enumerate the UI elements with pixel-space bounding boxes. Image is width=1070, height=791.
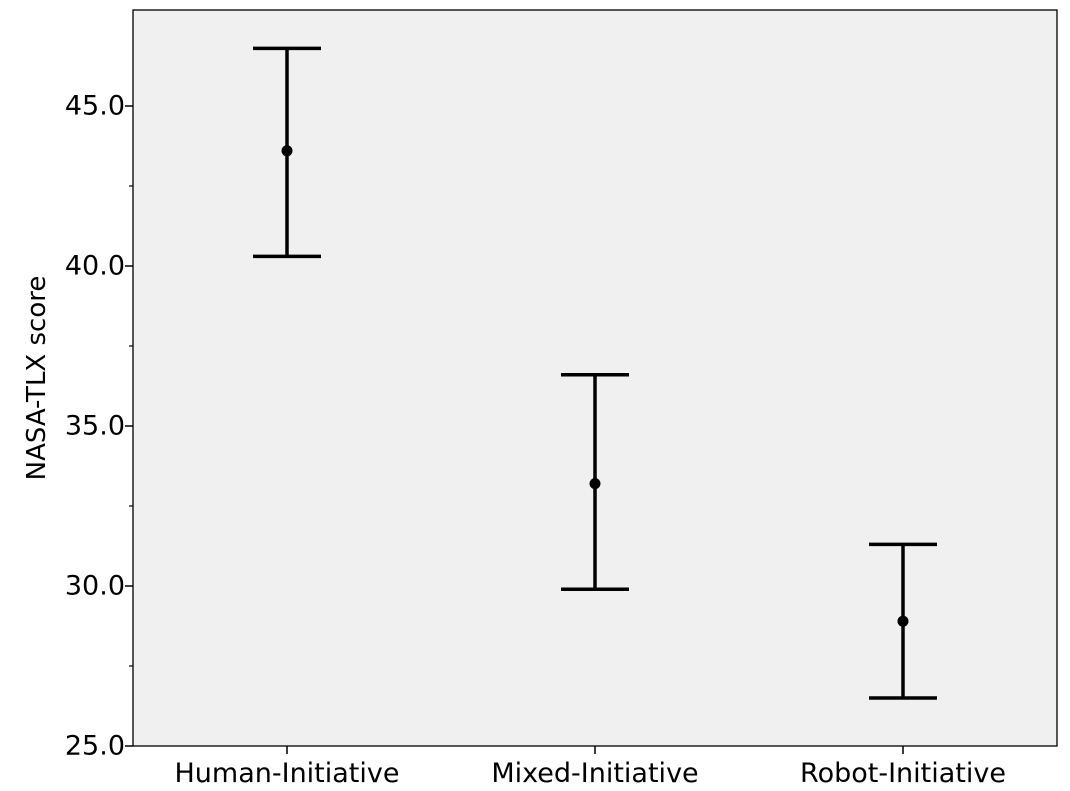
- y-tick-label: 25.0: [65, 731, 125, 762]
- mean-point: [897, 615, 909, 627]
- y-tick-label: 45.0: [65, 91, 125, 122]
- x-axis: Human-Initiative Mixed-Initiative Robot-In…: [174, 746, 1006, 789]
- y-tick-label: 40.0: [65, 251, 125, 282]
- y-axis-label: NASA-TLX score: [22, 276, 52, 481]
- error-bars: [253, 46, 937, 700]
- error-bar: [253, 46, 321, 259]
- x-tick-label: Human-Initiative: [174, 758, 399, 789]
- mean-point: [281, 145, 293, 157]
- error-bar: [561, 373, 629, 591]
- y-axis: 25.0 30.0 35.0 40.0 45.0: [65, 91, 133, 762]
- y-tick-label: 35.0: [65, 411, 125, 442]
- error-bar: [869, 542, 937, 700]
- x-tick-label: Mixed-Initiative: [491, 758, 698, 789]
- y-tick-label: 30.0: [65, 571, 125, 602]
- mean-point: [589, 478, 601, 490]
- x-tick-label: Robot-Initiative: [800, 758, 1006, 789]
